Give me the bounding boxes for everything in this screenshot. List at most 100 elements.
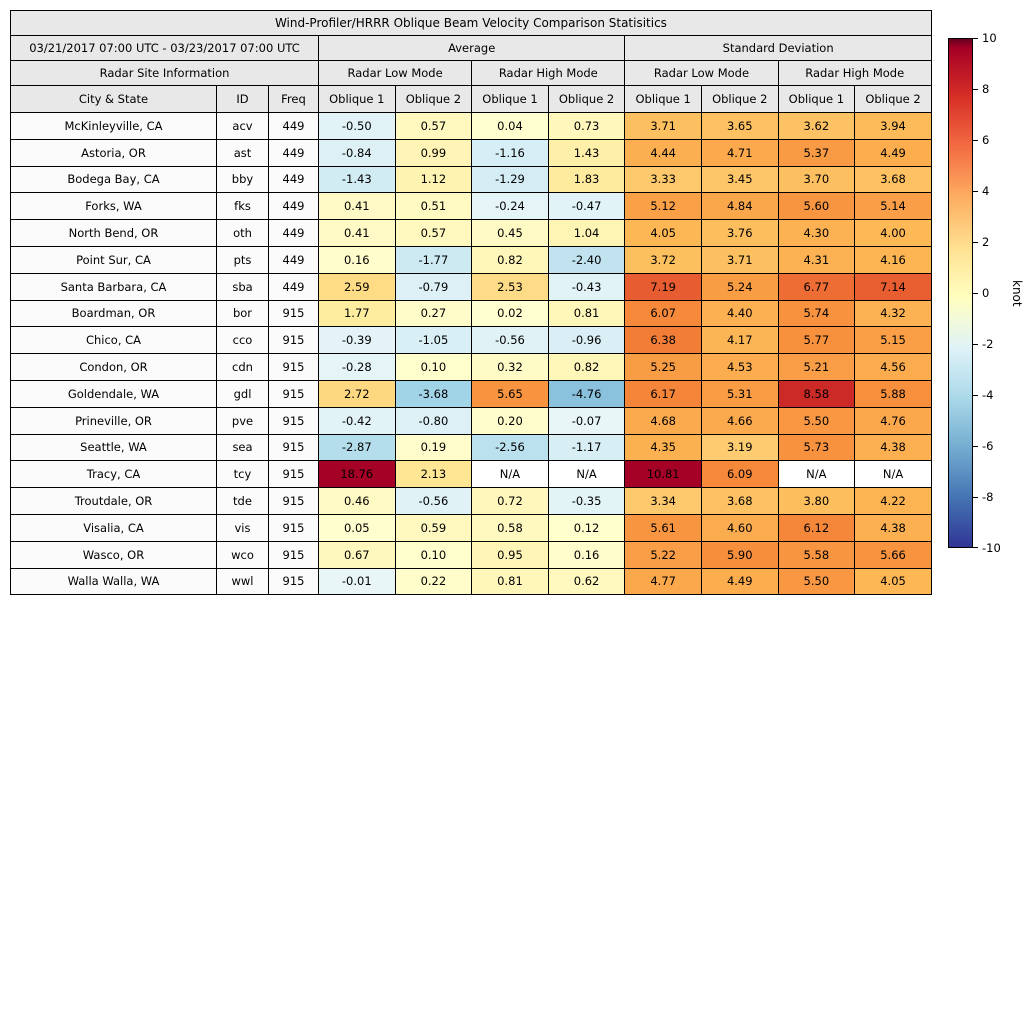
colorbar-tick-mark (973, 344, 978, 345)
col-header-std-low-oblique1: Oblique 1 (624, 85, 702, 113)
colorbar-tick-label: 10 (982, 31, 997, 45)
freq-cell: 915 (268, 540, 319, 569)
city-cell: Chico, CA (10, 326, 217, 355)
value-cell: 4.76 (854, 406, 932, 435)
value-cell: 3.72 (624, 245, 702, 274)
value-cell: 0.72 (471, 487, 549, 515)
colorbar-tick-label: 8 (982, 82, 990, 96)
colorbar-ticks: 10 8 6 4 2 0 -2 -4 -6 -8 -10 (948, 31, 1024, 555)
city-cell: Condon, OR (10, 353, 217, 381)
id-cell: pve (216, 406, 269, 435)
colorbar-tick-mark (973, 242, 978, 243)
value-cell: 0.95 (471, 540, 549, 569)
city-cell: Seattle, WA (10, 433, 217, 462)
value-cell: -1.17 (547, 433, 626, 462)
value-cell: 0.05 (318, 513, 396, 542)
value-cell: 2.72 (318, 379, 396, 408)
id-cell: acv (216, 112, 269, 140)
freq-cell: 915 (268, 513, 319, 542)
col-header-std-high-oblique2: Oblique 2 (854, 85, 932, 113)
period-label: 03/21/2017 07:00 UTC - 03/23/2017 07:00 … (10, 35, 319, 61)
colorbar-gradient (948, 38, 973, 548)
freq-cell: 915 (268, 353, 319, 381)
value-cell: 0.73 (547, 112, 626, 140)
freq-cell: 449 (268, 219, 319, 247)
id-cell: wwl (216, 567, 269, 596)
colorbar-tick-mark (973, 191, 978, 192)
value-cell: 3.68 (854, 165, 932, 194)
city-cell: Point Sur, CA (10, 245, 217, 274)
id-cell: oth (216, 219, 269, 247)
colorbar-tick-mark (973, 395, 978, 396)
value-cell: 3.70 (777, 165, 856, 194)
value-cell: 4.35 (624, 433, 702, 462)
value-cell: -0.43 (547, 272, 626, 301)
value-cell: 0.27 (394, 299, 473, 328)
id-cell: pts (216, 245, 269, 274)
value-cell: 3.76 (700, 219, 779, 247)
value-cell: 0.59 (394, 513, 473, 542)
value-cell: 4.53 (700, 353, 779, 381)
value-cell: 3.45 (700, 165, 779, 194)
value-cell: 6.17 (624, 379, 702, 408)
table-row: Chico, CA cco 915 -0.39 -1.05 -0.56 -0.96 6.38 4… (10, 326, 932, 355)
value-cell: N/A (547, 460, 626, 489)
id-cell: tde (216, 487, 269, 515)
colorbar-tick-label: -8 (982, 490, 994, 504)
subheader-std-low-mode: Radar Low Mode (624, 60, 779, 86)
value-cell: 5.22 (624, 540, 702, 569)
id-cell: gdl (216, 379, 269, 408)
value-cell: 5.25 (624, 353, 702, 381)
figure-title: Wind-Profiler/HRRR Oblique Beam Velocity… (10, 10, 932, 36)
col-header-freq: Freq (268, 85, 319, 113)
value-cell: 0.82 (547, 353, 626, 381)
freq-cell: 449 (268, 112, 319, 140)
value-cell: -0.56 (394, 487, 473, 515)
value-cell: 4.05 (854, 567, 932, 596)
value-cell: 5.50 (777, 406, 856, 435)
col-header-avg-high-oblique1: Oblique 1 (471, 85, 549, 113)
value-cell: -1.43 (318, 165, 396, 194)
value-cell: 1.77 (318, 299, 396, 328)
value-cell: N/A (854, 460, 932, 489)
value-cell: 3.71 (624, 112, 702, 140)
value-cell: 4.17 (700, 326, 779, 355)
value-cell: 5.12 (624, 192, 702, 221)
table-row: Boardman, OR bor 915 1.77 0.27 0.02 0.81 6.07 4.… (10, 299, 932, 328)
colorbar-tick-label: 6 (982, 133, 990, 147)
freq-cell: 449 (268, 245, 319, 274)
value-cell: 4.49 (700, 567, 779, 596)
value-cell: -3.68 (394, 379, 473, 408)
value-cell: 1.04 (547, 219, 626, 247)
value-cell: -0.24 (471, 192, 549, 221)
subheader-avg-low-mode: Radar Low Mode (317, 60, 473, 86)
value-cell: 3.34 (624, 487, 702, 515)
value-cell: 0.67 (318, 540, 396, 569)
id-cell: tcy (216, 460, 269, 489)
value-cell: -1.29 (471, 165, 549, 194)
value-cell: 4.77 (624, 567, 702, 596)
id-cell: sba (216, 272, 269, 301)
value-cell: -2.87 (318, 433, 396, 462)
group-header-average: Average (317, 35, 626, 61)
freq-cell: 915 (268, 299, 319, 328)
colorbar-tick-mark (973, 140, 978, 141)
table-header: Wind-Profiler/HRRR Oblique Beam Velocity… (10, 10, 932, 113)
table-row: Santa Barbara, CA sba 449 2.59 -0.79 2.53 -0.4… (10, 272, 932, 301)
value-cell: N/A (777, 460, 856, 489)
value-cell: 0.41 (318, 192, 396, 221)
freq-cell: 915 (268, 326, 319, 355)
value-cell: 1.83 (547, 165, 626, 194)
value-cell: 5.65 (471, 379, 549, 408)
value-cell: -0.07 (547, 406, 626, 435)
value-cell: 3.19 (700, 433, 779, 462)
id-cell: sea (216, 433, 269, 462)
value-cell: 0.22 (394, 567, 473, 596)
value-cell: 0.81 (471, 567, 549, 596)
id-cell: fks (216, 192, 269, 221)
group-header-standard-deviation: Standard Deviation (624, 35, 932, 61)
value-cell: 0.41 (318, 219, 396, 247)
value-cell: 5.31 (700, 379, 779, 408)
value-cell: 0.16 (318, 245, 396, 274)
value-cell: 3.71 (700, 245, 779, 274)
